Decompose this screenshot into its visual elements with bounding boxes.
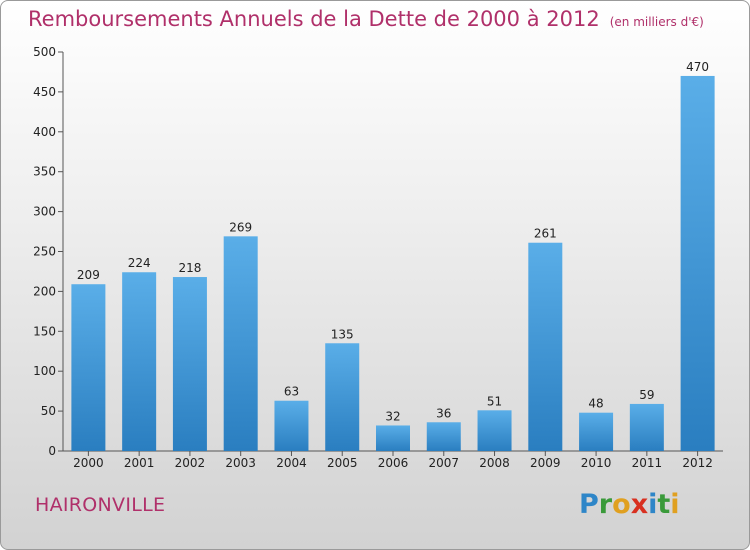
brand-letter-0: P xyxy=(579,489,599,520)
x-tick-label: 2010 xyxy=(581,456,612,470)
bar-2005 xyxy=(325,343,360,451)
bar-2004 xyxy=(274,400,309,451)
y-tick-label: 200 xyxy=(33,284,56,298)
x-tick-label: 2005 xyxy=(327,456,358,470)
x-tick-label: 2009 xyxy=(530,456,561,470)
bar-2008 xyxy=(477,410,512,451)
x-tick-label: 2004 xyxy=(276,456,307,470)
y-tick-label: 150 xyxy=(33,324,56,338)
y-tick-label: 500 xyxy=(33,45,56,59)
bar-2001 xyxy=(122,272,157,451)
value-label-2001: 224 xyxy=(128,256,151,270)
x-tick-label: 2002 xyxy=(175,456,206,470)
x-tick-label: 2011 xyxy=(632,456,663,470)
bar-2002 xyxy=(172,277,207,451)
value-label-2008: 51 xyxy=(487,394,502,408)
y-tick-label: 250 xyxy=(33,245,56,259)
brand-letter-6: i xyxy=(670,489,680,520)
brand-logo: Proxiti xyxy=(579,489,680,520)
bar-2011 xyxy=(629,403,664,451)
value-label-2003: 269 xyxy=(229,220,252,234)
chart-title: Remboursements Annuels de la Dette de 20… xyxy=(28,7,704,31)
y-tick-label: 400 xyxy=(33,125,56,139)
value-label-2005: 135 xyxy=(331,327,354,341)
bar-2012 xyxy=(680,75,715,451)
brand-letter-3: x xyxy=(630,489,649,520)
y-tick-label: 0 xyxy=(48,444,56,458)
x-tick-label: 2007 xyxy=(428,456,459,470)
brand-letter-1: r xyxy=(598,489,613,520)
brand-letter-5: t xyxy=(657,489,671,520)
x-tick-label: 2012 xyxy=(682,456,713,470)
y-tick-label: 300 xyxy=(33,205,56,219)
labels: 2000 209 2001 224 2002 218 2003 269 2004 63 2005 13… xyxy=(73,60,713,470)
value-label-2002: 218 xyxy=(178,261,201,275)
x-tick-label: 2006 xyxy=(378,456,409,470)
x-tick-label: 2001 xyxy=(124,456,155,470)
y-tick-label: 50 xyxy=(41,404,56,418)
y-tick-label: 350 xyxy=(33,165,56,179)
bar-2000 xyxy=(71,284,106,451)
commune-name: HAIRONVILLE xyxy=(35,494,166,516)
y-tick-label: 450 xyxy=(33,85,56,99)
value-label-2009: 261 xyxy=(534,227,557,241)
bar-2010 xyxy=(579,412,614,451)
value-label-2012: 470 xyxy=(686,60,709,74)
x-tick-label: 2008 xyxy=(479,456,510,470)
value-label-2011: 59 xyxy=(639,388,654,402)
y-tick-label: 100 xyxy=(33,364,56,378)
brand-letter-4: i xyxy=(648,489,658,520)
value-label-2006: 32 xyxy=(385,409,400,423)
value-label-2007: 36 xyxy=(436,406,451,420)
value-label-2000: 209 xyxy=(77,268,100,282)
brand-letter-2: o xyxy=(612,489,631,520)
bar-2003 xyxy=(223,236,258,451)
value-label-2004: 63 xyxy=(284,385,299,399)
x-tick-label: 2000 xyxy=(73,456,104,470)
value-label-2010: 48 xyxy=(588,397,603,411)
bar-2006 xyxy=(376,425,410,451)
chart-title-main: Remboursements Annuels de la Dette de 20… xyxy=(28,7,600,31)
bar-2007 xyxy=(426,422,461,451)
chart-title-unit: (en milliers d'€) xyxy=(609,15,704,29)
bars xyxy=(71,75,715,451)
axes: 0 50 100 150 200 250 300 350 400 450 500 xyxy=(33,45,723,458)
bar-2009 xyxy=(528,242,563,451)
x-tick-label: 2003 xyxy=(225,456,256,470)
